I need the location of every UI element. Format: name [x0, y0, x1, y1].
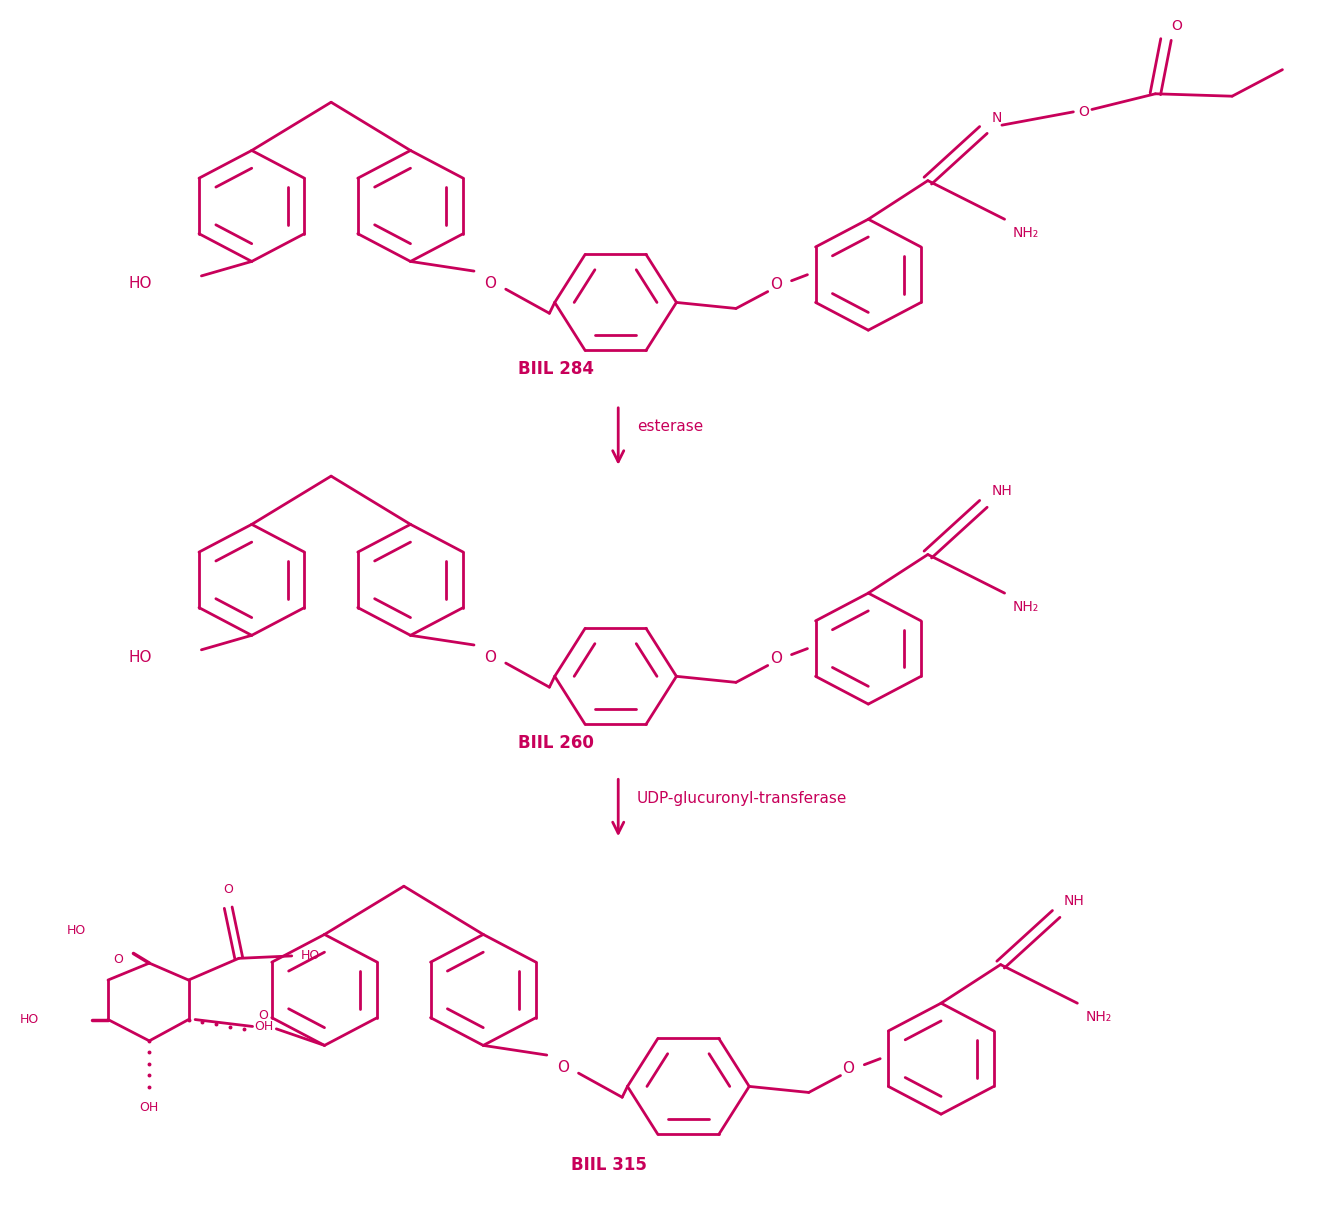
Text: HO: HO	[67, 924, 86, 937]
Text: O: O	[484, 276, 496, 290]
Text: BIIL 284: BIIL 284	[517, 360, 594, 378]
Text: HO: HO	[128, 649, 152, 665]
Text: O: O	[770, 277, 782, 292]
Text: NH₂: NH₂	[1012, 227, 1039, 240]
Text: esterase: esterase	[636, 420, 703, 434]
Text: N: N	[991, 111, 1001, 126]
Text: HO: HO	[301, 949, 321, 963]
Text: O: O	[1171, 20, 1182, 33]
Text: O: O	[770, 650, 782, 666]
Text: O: O	[842, 1061, 854, 1076]
Text: BIIL 260: BIIL 260	[519, 733, 594, 752]
Text: OH: OH	[139, 1102, 159, 1114]
Text: NH₂: NH₂	[1012, 600, 1039, 615]
Text: O: O	[223, 882, 233, 895]
Text: HO: HO	[128, 276, 152, 290]
Text: O: O	[1079, 105, 1090, 118]
Text: O: O	[114, 953, 123, 966]
Text: O: O	[258, 1009, 267, 1021]
Text: OH: OH	[254, 1020, 274, 1033]
Text: BIIL 315: BIIL 315	[571, 1155, 647, 1174]
Text: NH: NH	[1064, 894, 1084, 908]
Text: O: O	[556, 1060, 568, 1075]
Text: UDP-glucuronyl-transferase: UDP-glucuronyl-transferase	[636, 791, 848, 805]
Text: HO: HO	[20, 1013, 39, 1026]
Text: NH₂: NH₂	[1086, 1010, 1111, 1025]
Text: NH: NH	[991, 484, 1012, 498]
Text: O: O	[484, 649, 496, 665]
